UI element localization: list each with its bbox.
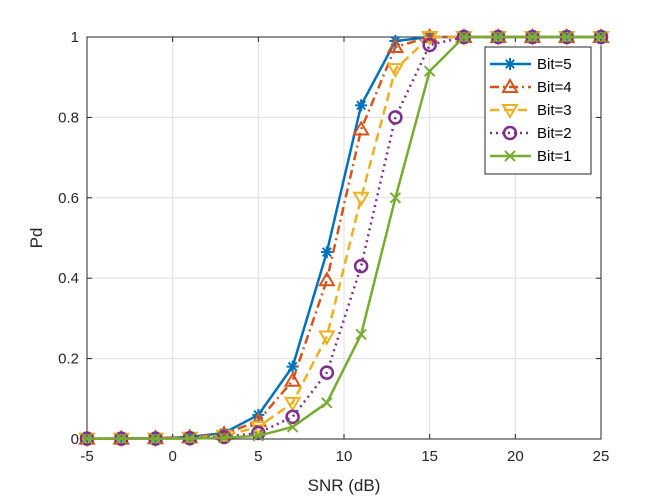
legend-item: Bit=3 (490, 102, 572, 119)
y-tick-label: 0.8 (58, 109, 79, 126)
data-point (286, 360, 299, 373)
legend-label: Bit=4 (537, 79, 572, 96)
data-point (286, 421, 299, 433)
data-point (318, 330, 336, 346)
y-tick-label: 0 (71, 431, 79, 448)
data-point (386, 63, 405, 79)
data-point (352, 120, 370, 136)
data-point (423, 65, 436, 77)
data-point (283, 371, 302, 387)
x-tick-label: 25 (593, 448, 610, 465)
series-line (87, 35, 601, 440)
legend-marker (502, 125, 518, 141)
data-point (492, 31, 504, 43)
legend-marker (501, 104, 519, 119)
x-tick-label: 0 (168, 448, 176, 465)
x-tick-label: 10 (336, 448, 353, 465)
data-point (388, 110, 403, 125)
legend-label: Bit=5 (537, 56, 572, 73)
data-point (561, 31, 573, 43)
x-tick-label: 20 (507, 448, 524, 465)
legend-item: Bit=2 (490, 125, 572, 142)
legend-marker (501, 78, 519, 93)
legend-marker (504, 58, 516, 70)
legend-label: Bit=3 (537, 102, 572, 119)
data-point (283, 396, 302, 412)
data-point (319, 365, 335, 380)
x-axis-title: SNR (dB) (308, 476, 381, 495)
x-tick-label: 5 (254, 448, 262, 465)
legend-marker (504, 150, 516, 162)
data-point (389, 192, 402, 204)
x-tick-label: 15 (421, 448, 438, 465)
y-tick-label: 0.2 (58, 351, 79, 368)
legend-item: Bit=4 (490, 78, 572, 96)
data-point (458, 31, 470, 43)
legend-box (484, 46, 592, 175)
data-point (218, 432, 230, 444)
data-point (420, 28, 439, 43)
y-tick-label: 1 (71, 29, 79, 46)
legend-item: Bit=5 (490, 56, 572, 73)
data-point (285, 409, 300, 425)
data-point (115, 432, 127, 445)
y-tick-label: 0.4 (58, 270, 79, 287)
data-point (353, 258, 369, 274)
data-point (184, 432, 196, 445)
data-point (355, 328, 367, 341)
data-point (146, 429, 165, 445)
data-point (318, 271, 336, 287)
data-point (81, 432, 93, 445)
data-point (149, 432, 162, 445)
data-point (320, 246, 333, 259)
data-point (526, 31, 539, 43)
legend-item: Bit=1 (490, 148, 572, 165)
y-axis-title: Pd (27, 228, 46, 249)
data-point (595, 31, 607, 43)
y-tick-label: 0.6 (58, 190, 79, 207)
x-tick-label: -5 (80, 448, 93, 465)
series-bit-1 (81, 31, 607, 445)
series-layer (78, 28, 610, 448)
data-point (420, 31, 439, 46)
legend-label: Bit=1 (537, 148, 572, 165)
data-point (422, 37, 437, 53)
data-point (252, 430, 265, 442)
data-point (321, 397, 333, 409)
data-point (355, 99, 368, 112)
data-point (352, 191, 370, 207)
legend: Bit=5 Bit=4 Bit=3 Bit=2 Bit=1 (484, 46, 592, 175)
legend-label: Bit=2 (537, 125, 572, 142)
data-point (386, 38, 405, 54)
